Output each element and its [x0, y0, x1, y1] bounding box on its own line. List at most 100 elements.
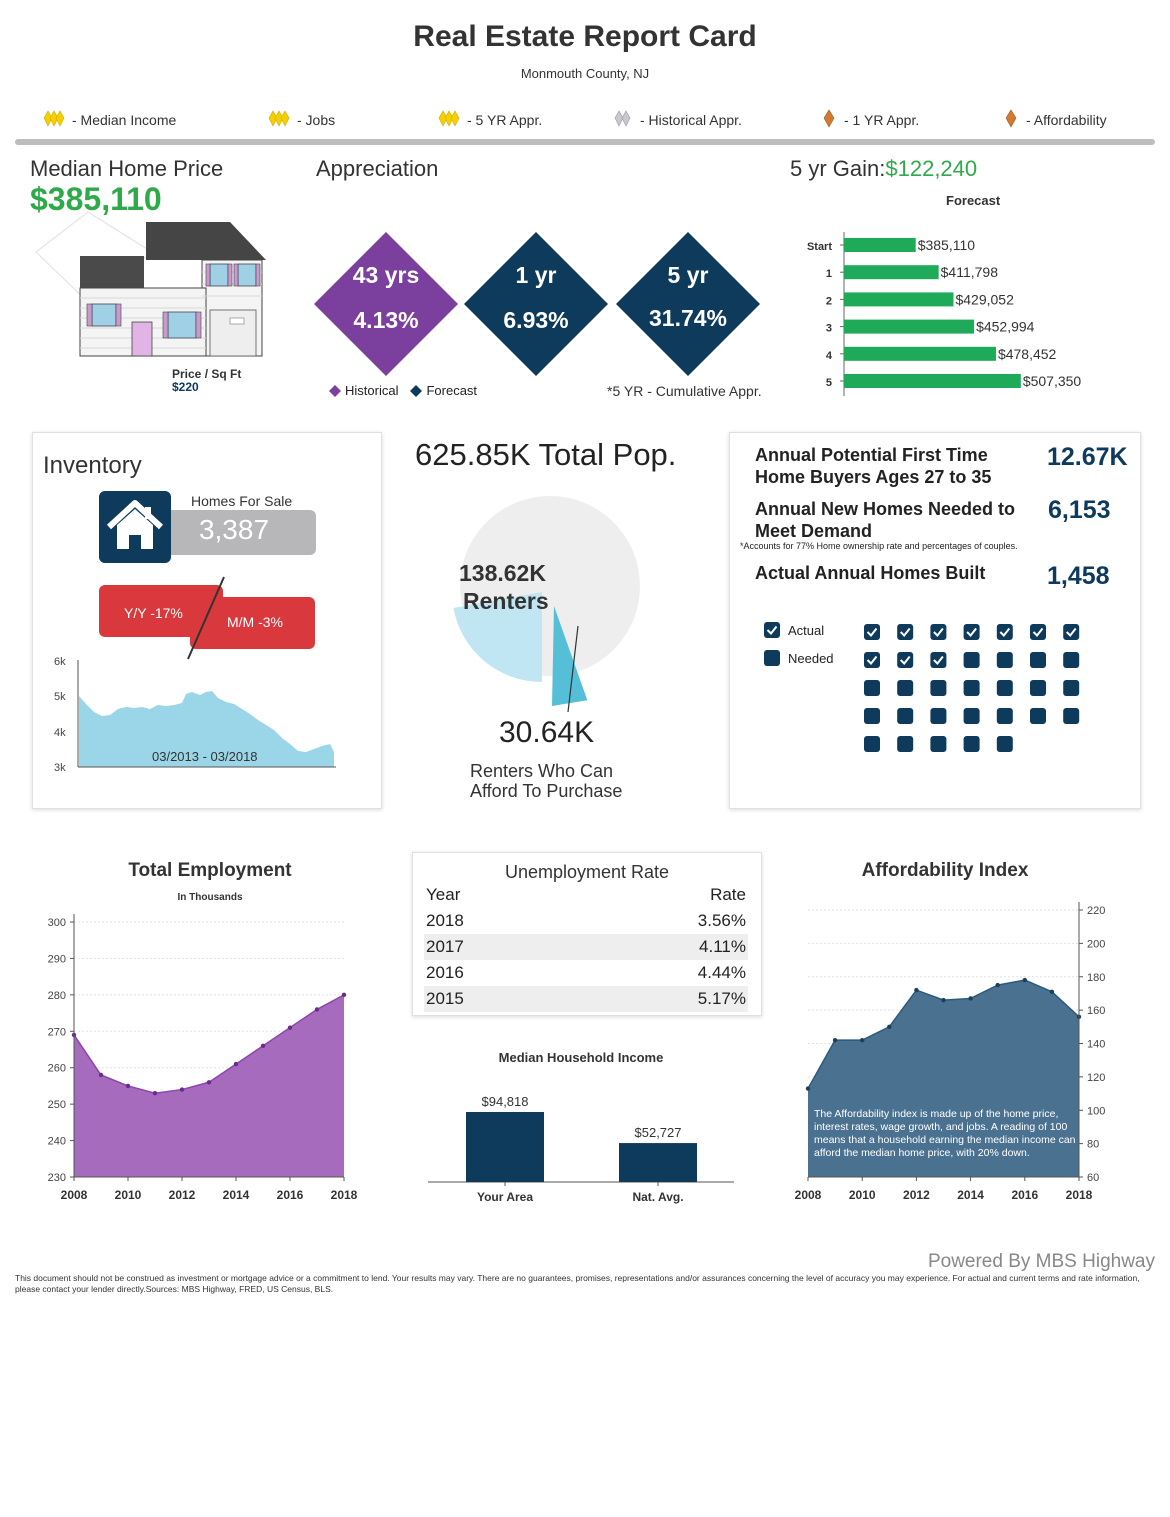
- legend-needed-label: Needed: [788, 650, 834, 666]
- legend-actual: Actual: [764, 622, 824, 638]
- first-time-buyers-value: 12.67K: [1047, 443, 1128, 471]
- data-point: [832, 1037, 838, 1043]
- legend-label: - 1 YR Appr.: [844, 112, 920, 128]
- forecast-bar-value: $507,350: [1023, 373, 1082, 389]
- check-mark-icon: [1032, 627, 1044, 638]
- unemployment-table: Year Rate 2018 3.56% 2017 4.11% 2016 4.4…: [424, 882, 748, 1012]
- forecast-bar-value: $429,052: [955, 291, 1014, 307]
- filled-box-icon: [996, 680, 1013, 696]
- check-mark-icon: [999, 627, 1011, 638]
- data-point: [860, 1037, 865, 1043]
- table-row: 2015 5.17%: [424, 986, 748, 1012]
- y-tick-label: 300: [48, 917, 66, 929]
- data-point: [287, 1025, 293, 1030]
- gold-rating-icon: [268, 110, 290, 127]
- afford-label-line2: Afford To Purchase: [470, 781, 623, 801]
- gold-rating-icon: [43, 110, 65, 127]
- afford-leader-line: [567, 625, 579, 713]
- col-rate-header: Rate: [710, 885, 746, 904]
- income-category-label: Your Area: [477, 1190, 533, 1204]
- income-bar: [466, 1112, 544, 1182]
- x-tick-label: 2014: [223, 1188, 250, 1202]
- x-tick-label: 2018: [1066, 1188, 1093, 1202]
- rate-cell: 4.11%: [568, 934, 748, 960]
- check-mark-icon: [1065, 627, 1077, 638]
- data-area: [808, 980, 1079, 1177]
- checked-box-icon: [930, 652, 947, 668]
- legend-label: - Median Income: [72, 112, 177, 128]
- y-tick-label: 100: [1087, 1105, 1105, 1117]
- rate-cell: 5.17%: [568, 986, 748, 1012]
- data-point: [805, 1086, 811, 1091]
- home-icon-tile: [99, 491, 171, 563]
- median-price-value: $385,110: [30, 181, 162, 217]
- filled-box-icon: [864, 680, 880, 696]
- data-point: [233, 1061, 239, 1067]
- col-year-header: Year: [426, 885, 461, 904]
- change-divider-slash: [187, 576, 225, 660]
- table-row: 2017 4.11%: [424, 934, 748, 960]
- forecast-bar-value: $452,994: [976, 319, 1035, 335]
- y-tick-label: 80: [1087, 1139, 1099, 1151]
- historical-period: 43 yrs: [352, 262, 420, 288]
- inventory-area-chart: 6k 5k 4k 3k: [54, 656, 336, 774]
- data-point: [968, 996, 973, 1001]
- check-mark-icon: [866, 655, 878, 666]
- forecast-5yr-value: 31.74%: [648, 305, 727, 331]
- rate-cell: 4.44%: [697, 963, 746, 982]
- filled-box-icon: [1063, 652, 1080, 668]
- employment-subtitle: In Thousands: [177, 892, 243, 903]
- filled-box-icon: [1030, 708, 1046, 724]
- table-row: 2016 4.44%: [424, 960, 748, 986]
- homes-needed-value: 6,153: [1048, 496, 1111, 524]
- cumulative-note: *5 YR - Cumulative Appr.: [607, 383, 762, 399]
- x-tick-label: 2012: [169, 1188, 196, 1202]
- affordability-title: Affordability Index: [861, 860, 1029, 881]
- afford-value: 30.64K: [499, 716, 595, 749]
- affordability-note: The Affordability index is made up of th…: [814, 1108, 1076, 1159]
- forecast-row-label: 1: [826, 268, 832, 280]
- homes-for-sale-value: 3,387: [198, 514, 270, 545]
- x-tick-label: 2010: [115, 1188, 142, 1202]
- inventory-y-tick: 6k: [54, 656, 66, 668]
- legend-historical-appr: - Historical Appr.: [612, 108, 742, 130]
- x-tick-label: 2008: [795, 1188, 822, 1202]
- affordability-area-chart: 220 200 180 160 140 120 100 80 60 2008 2010 2012 201…: [795, 902, 1105, 1202]
- data-point: [206, 1080, 212, 1085]
- forecast-1yr-period: 1 yr: [515, 262, 557, 288]
- forecast-bar: [844, 265, 939, 280]
- x-tick-label: 2018: [331, 1188, 358, 1202]
- data-point: [152, 1091, 158, 1096]
- first-time-buyers-label: Annual Potential First Time Home Buyers …: [755, 444, 991, 488]
- inventory-y-tick: 3k: [54, 762, 66, 774]
- homes-built-grid: [864, 624, 1080, 752]
- income-bar-value: $52,727: [635, 1125, 682, 1140]
- home-icon: [106, 500, 164, 549]
- checked-box-icon: [897, 652, 914, 668]
- data-point: [179, 1087, 185, 1092]
- first-time-label-line2: Home Buyers Ages 27 to 35: [755, 467, 992, 487]
- filled-box-icon: [930, 708, 947, 724]
- population-pie-chart: [453, 496, 640, 713]
- y-tick-label: 290: [48, 953, 66, 965]
- homes-needed-label-line1: Annual New Homes Needed to: [755, 499, 1016, 519]
- unemployment-title: Unemployment Rate: [504, 862, 670, 882]
- data-point: [125, 1083, 131, 1089]
- forecast-bar-chart: Start $385,110 1 $411,798 2 $429,052 3 $452,994…: [807, 232, 1082, 396]
- mm-change: M/M -3%: [227, 614, 283, 630]
- data-point: [1022, 977, 1027, 983]
- filled-box-icon: [963, 680, 980, 696]
- check-mark-icon: [866, 627, 878, 638]
- filled-box-icon: [1030, 680, 1046, 696]
- y-tick-label: 270: [48, 1026, 66, 1038]
- page-title: Real Estate Report Card: [413, 20, 757, 53]
- appreciation-heading: Appreciation: [316, 156, 439, 181]
- legend-affordability: - Affordability: [1002, 108, 1107, 130]
- filled-box-icon: [996, 736, 1013, 752]
- income-bar-chart: $94,818 Your Area $52,727 Nat. Avg.: [428, 1094, 734, 1204]
- gain-heading: 5 yr Gain:$122,240: [790, 156, 977, 182]
- y-tick-label: 280: [48, 990, 66, 1002]
- checked-box-icon: [864, 652, 880, 668]
- homes-built-value: 1,458: [1047, 562, 1110, 590]
- legend-median-income: - Median Income: [40, 108, 176, 130]
